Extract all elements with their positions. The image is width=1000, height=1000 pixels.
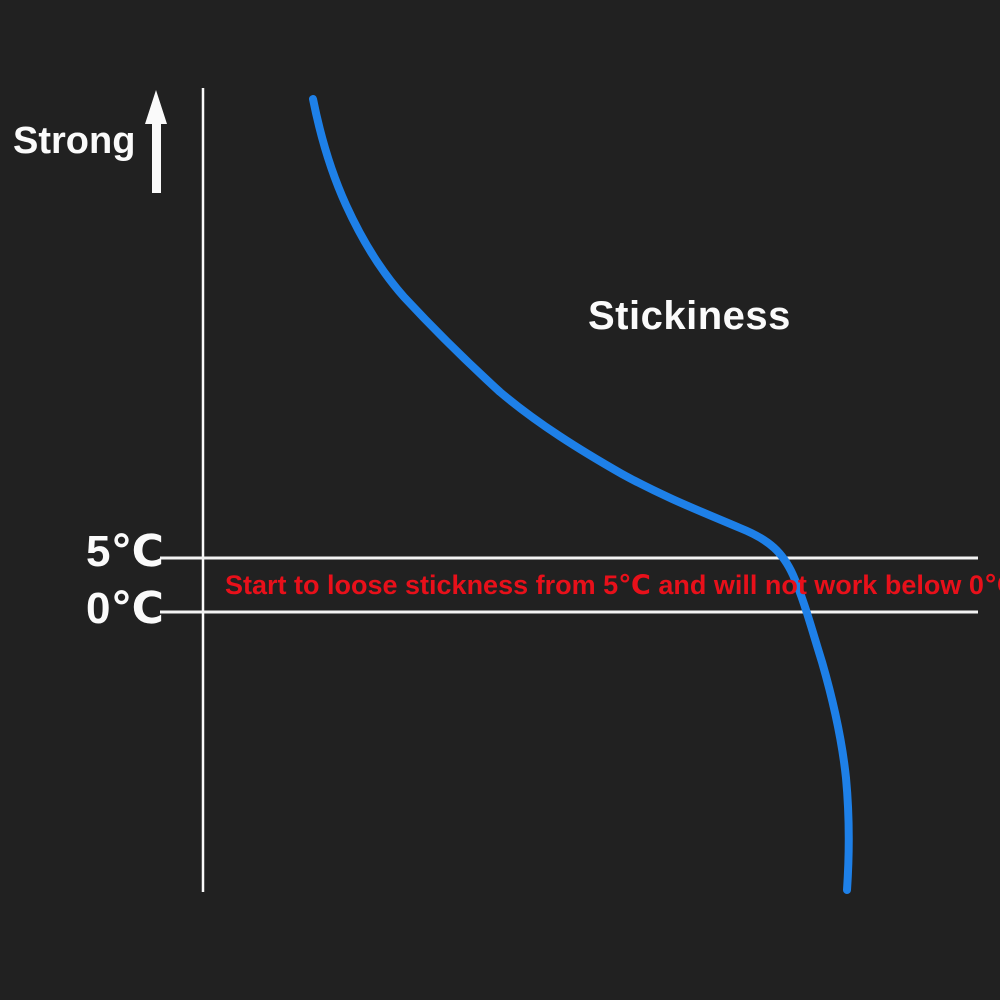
- chart-title: Stickiness: [588, 294, 791, 338]
- threshold-annotation: Start to loose stickness from 5℃ and wil…: [225, 570, 1000, 600]
- up-arrow-icon: [145, 90, 167, 193]
- stickiness-curve: [309, 95, 853, 894]
- y-axis-strong-label: Strong: [13, 120, 136, 162]
- threshold-label-5c: 5℃: [86, 527, 164, 576]
- threshold-label-0c: 0℃: [86, 584, 164, 633]
